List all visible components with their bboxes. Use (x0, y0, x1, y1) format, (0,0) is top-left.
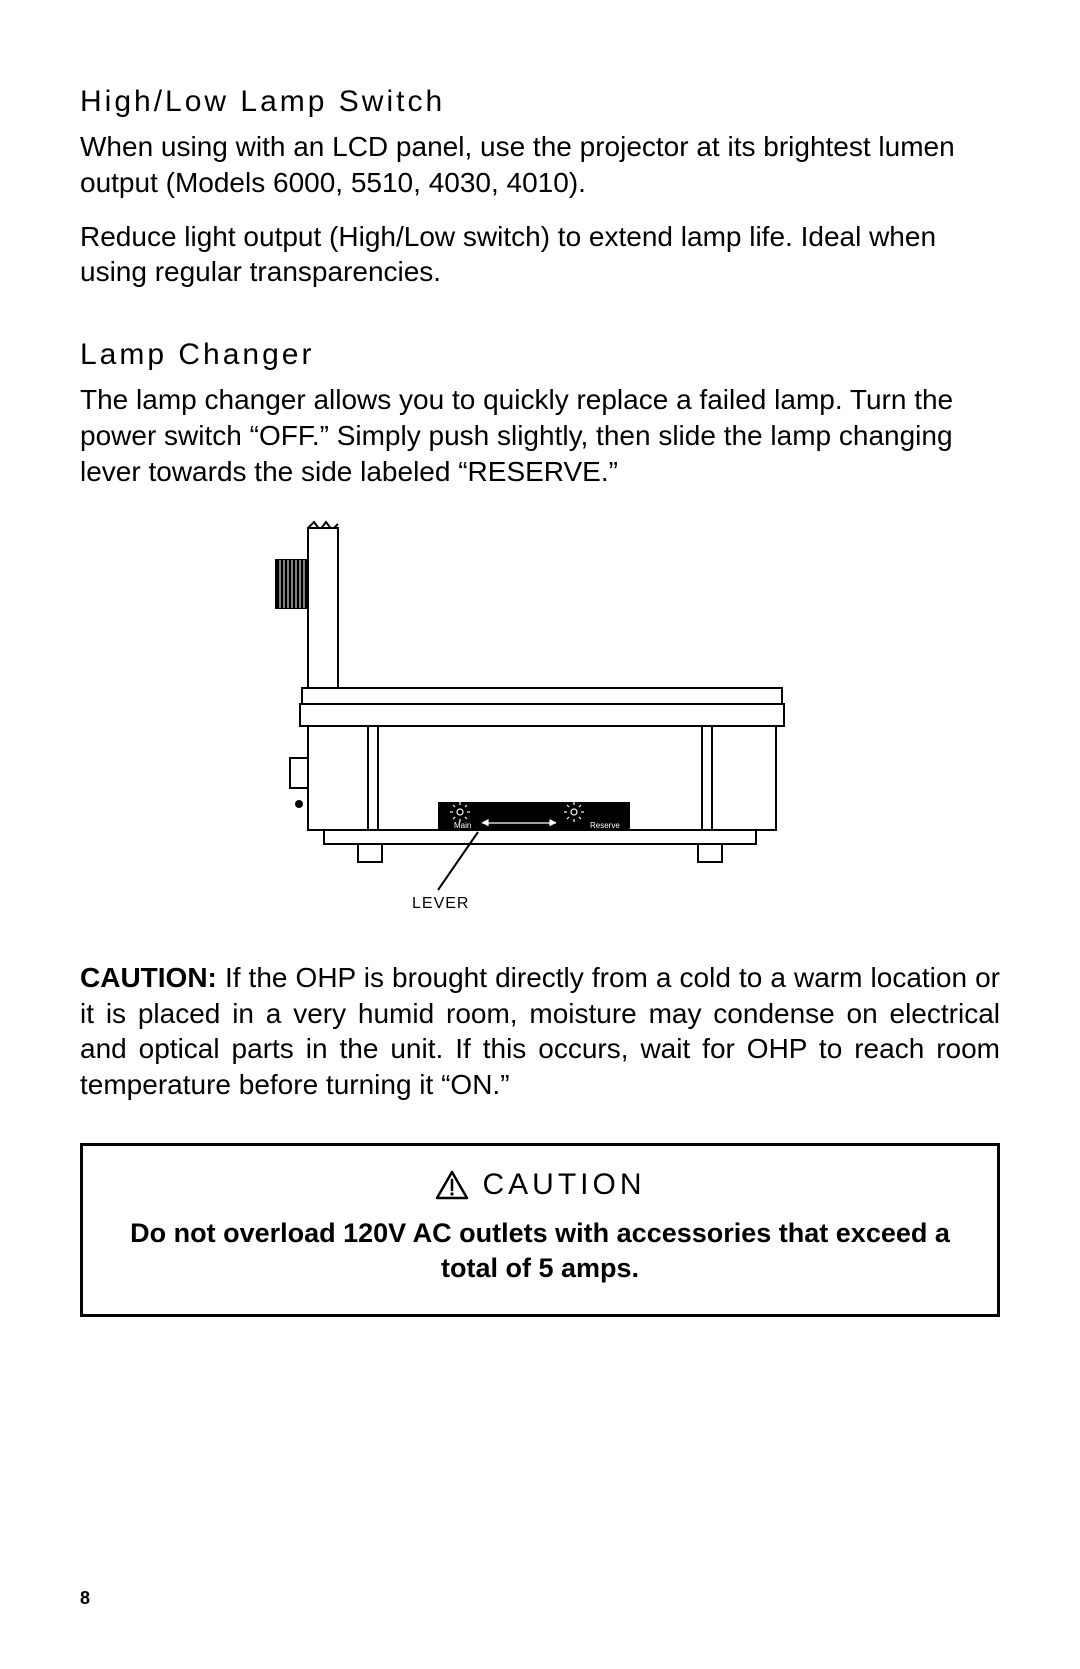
caution-box-body: Do not overload 120V AC outlets with acc… (113, 1216, 967, 1286)
para-high-low-2: Reduce light output (High/Low switch) to… (80, 219, 1000, 291)
caution-box-title-row: CAUTION (435, 1168, 646, 1202)
figure-lamp-changer: Main Reserve LEVER (80, 520, 1000, 920)
para-lamp-changer: The lamp changer allows you to quickly r… (80, 382, 1000, 489)
caution-box-title: CAUTION (483, 1168, 646, 1202)
projector-diagram: Main Reserve LEVER (260, 520, 820, 920)
panel-main-text: Main (454, 821, 471, 830)
document-page: High/Low Lamp Switch When using with an … (0, 0, 1080, 1669)
heading-lamp-changer: Lamp Changer (80, 338, 1000, 372)
lever-label: LEVER (412, 895, 469, 912)
caution-box: CAUTION Do not overload 120V AC outlets … (80, 1143, 1000, 1317)
page-number: 8 (80, 1588, 90, 1609)
heading-high-low: High/Low Lamp Switch (80, 85, 1000, 119)
para-high-low-1: When using with an LCD panel, use the pr… (80, 129, 1000, 201)
caution-paragraph: CAUTION: If the OHP is brought directly … (80, 960, 1000, 1103)
panel-reserve-text: Reserve (590, 821, 620, 830)
caution-text: If the OHP is brought directly from a co… (80, 962, 1000, 1100)
warning-icon (435, 1170, 469, 1200)
caution-label: CAUTION: (80, 962, 217, 993)
